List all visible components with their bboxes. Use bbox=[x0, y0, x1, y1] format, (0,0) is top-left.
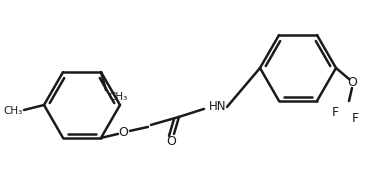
Text: CH₃: CH₃ bbox=[4, 106, 23, 116]
Text: O: O bbox=[347, 77, 357, 90]
Text: O: O bbox=[118, 126, 128, 139]
Text: F: F bbox=[352, 112, 359, 125]
Text: CH₃: CH₃ bbox=[108, 92, 127, 102]
Text: HN: HN bbox=[209, 100, 227, 113]
Text: F: F bbox=[331, 107, 338, 120]
Text: O: O bbox=[166, 135, 176, 148]
